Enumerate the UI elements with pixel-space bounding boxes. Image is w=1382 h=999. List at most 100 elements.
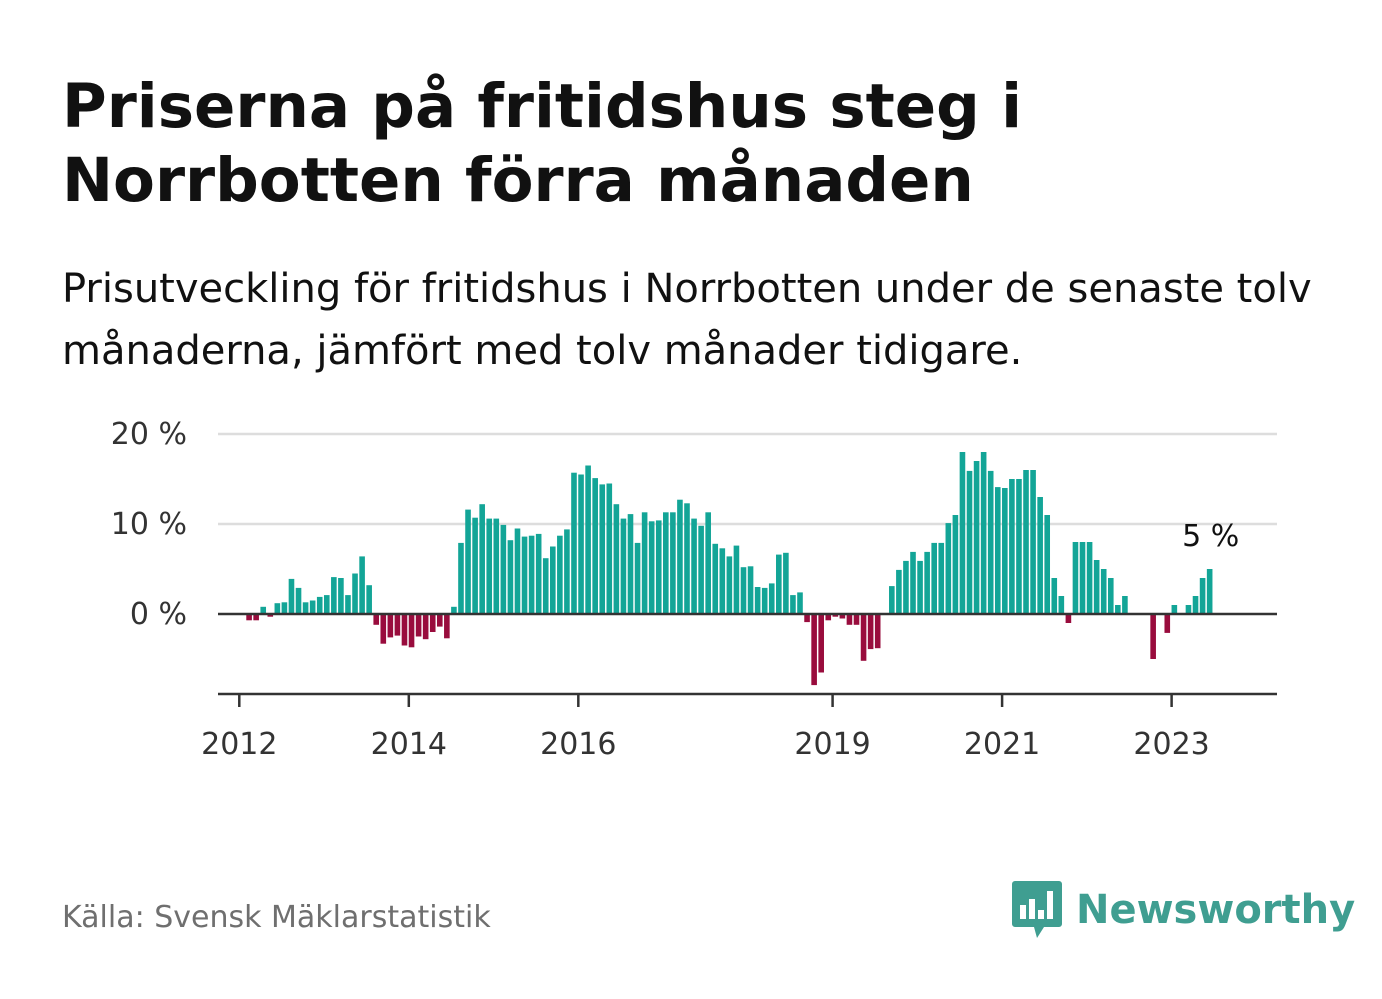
bar (1206, 569, 1213, 614)
bar (267, 614, 274, 617)
bar (790, 595, 796, 614)
bar (415, 614, 422, 637)
chart-subtitle: Prisutveckling för fritidshus i Norrbott… (62, 266, 1312, 374)
bar (973, 461, 980, 614)
bar (768, 583, 775, 614)
bar (458, 542, 464, 614)
bar (1079, 542, 1086, 614)
bar (444, 614, 450, 639)
bar (408, 614, 415, 648)
bar (599, 484, 606, 614)
x-tick-label: 2014 (371, 727, 447, 762)
bar (740, 567, 747, 614)
bar (451, 606, 457, 614)
bar (1093, 560, 1100, 614)
x-tick-label: 2023 (1133, 727, 1209, 762)
x-tick-label: 2016 (540, 727, 616, 762)
bar (1065, 614, 1072, 623)
bar (507, 540, 514, 614)
bar (429, 614, 436, 632)
bar (1122, 596, 1128, 614)
bar (811, 614, 817, 686)
bar (592, 478, 598, 614)
newsworthy-logo: Newsworthy (1012, 880, 1355, 940)
bar (1051, 578, 1058, 614)
newsworthy-wordmark: Newsworthy (1076, 887, 1356, 933)
bar (316, 596, 323, 614)
bar (401, 614, 408, 646)
bar (797, 592, 803, 614)
bar (479, 504, 485, 614)
bar (1016, 479, 1022, 614)
y-tick-label: 10 % (111, 507, 187, 542)
bar (366, 585, 372, 614)
bar (521, 536, 528, 614)
bar (1115, 605, 1121, 614)
bar (867, 614, 874, 650)
bar (288, 578, 295, 614)
bar (436, 614, 443, 627)
bar (1100, 569, 1107, 614)
bar (274, 603, 281, 614)
bar (705, 512, 711, 614)
bar (889, 586, 895, 614)
bar (945, 523, 952, 614)
bars (246, 452, 1213, 686)
bar (825, 614, 832, 621)
bar (373, 614, 380, 625)
bar (387, 614, 394, 638)
y-tick-label: 20 % (111, 417, 187, 452)
bar (860, 614, 867, 661)
bar (980, 452, 987, 614)
bar (846, 614, 853, 625)
bar (874, 614, 881, 649)
bar (804, 614, 810, 623)
bar (641, 512, 648, 614)
bar (564, 529, 570, 614)
bar (670, 512, 676, 614)
bar (938, 542, 945, 614)
bar (606, 483, 613, 614)
bar (627, 514, 634, 614)
bar (1199, 578, 1206, 614)
bar (613, 504, 620, 614)
bar (952, 515, 959, 614)
bar (994, 487, 1001, 614)
bar (776, 554, 782, 614)
bar (1037, 497, 1043, 614)
bar (987, 470, 994, 614)
bar (677, 499, 683, 614)
chart-title: Priserna på fritidshus steg i Norrbotten… (62, 71, 1022, 216)
bar (931, 542, 937, 614)
bar (783, 552, 789, 614)
bar (578, 474, 584, 614)
bar (493, 518, 500, 614)
y-axis-labels: 0 % 10 % 20 % (111, 417, 187, 632)
bar (620, 518, 627, 614)
bar (1058, 596, 1065, 614)
bar (465, 509, 471, 614)
bar (966, 470, 973, 614)
bar (528, 535, 535, 614)
x-tick-label: 2019 (794, 727, 870, 762)
bar (1009, 479, 1015, 614)
bar (309, 600, 316, 614)
bar (959, 452, 966, 614)
bar (754, 587, 761, 614)
bar (910, 551, 916, 614)
bar (726, 556, 733, 614)
bar (472, 517, 478, 614)
bar (535, 533, 542, 614)
bar (1107, 578, 1114, 614)
bar (1164, 614, 1171, 633)
bar (542, 558, 549, 614)
bar (585, 465, 591, 614)
bar (648, 521, 655, 614)
bar (1192, 596, 1199, 614)
bar (394, 614, 401, 636)
bar (719, 548, 726, 614)
bar (345, 595, 351, 614)
bar (896, 569, 902, 614)
bar (698, 525, 704, 614)
bar (818, 614, 824, 673)
